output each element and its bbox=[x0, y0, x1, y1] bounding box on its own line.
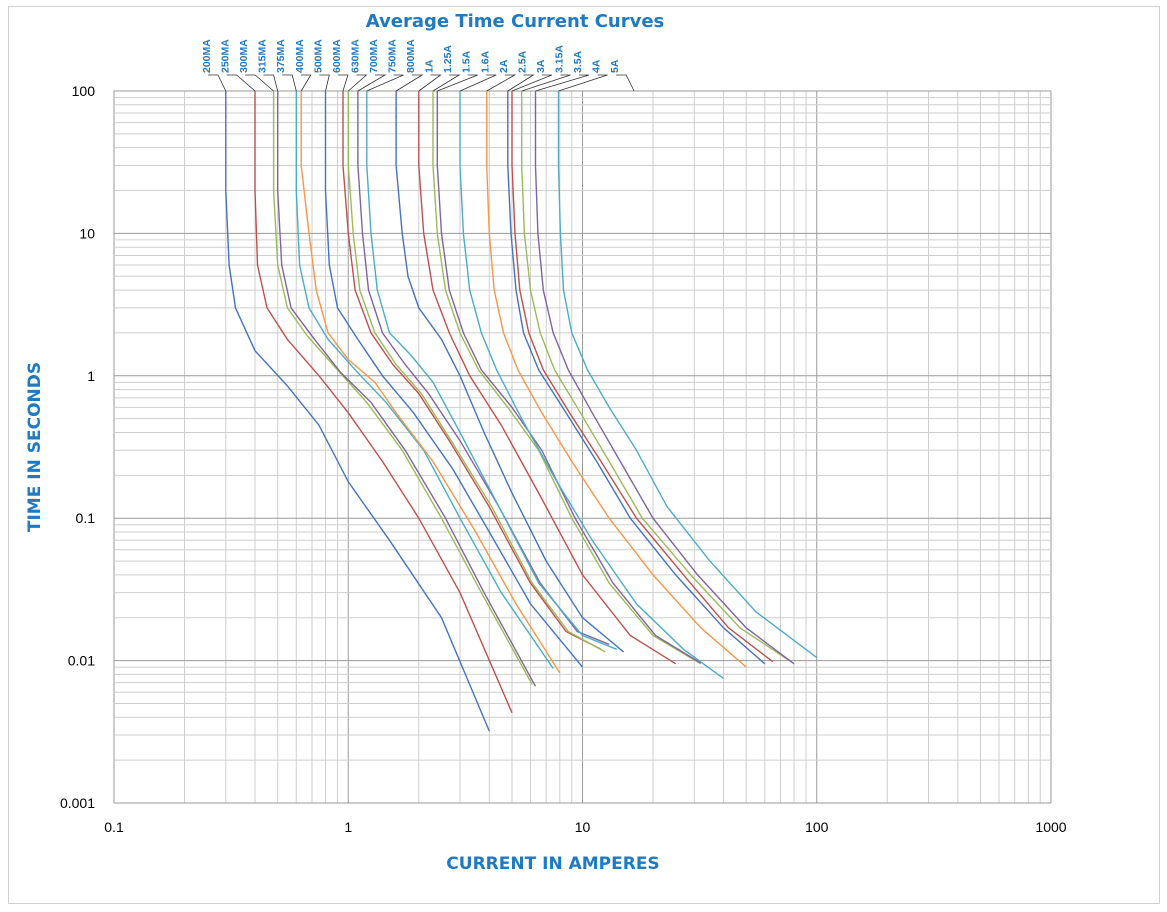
curve-200ma bbox=[225, 91, 490, 732]
rating-label-630ma: 630MA bbox=[349, 39, 361, 73]
x-tick-label: 1000 bbox=[1035, 819, 1066, 835]
grid bbox=[113, 90, 1052, 804]
curve-400ma bbox=[300, 91, 561, 674]
curves bbox=[225, 91, 818, 732]
leader-line bbox=[319, 74, 330, 92]
leader-line bbox=[535, 74, 590, 92]
curve-800ma bbox=[395, 91, 625, 653]
leader-line bbox=[226, 74, 256, 92]
curve-1-6a bbox=[459, 91, 724, 679]
chart-frame bbox=[8, 6, 1160, 904]
x-tick-label: 10 bbox=[575, 819, 591, 835]
x-tick-label: 100 bbox=[805, 819, 829, 835]
curve-2-5a bbox=[507, 91, 766, 665]
rating-label-4a: 4A bbox=[591, 59, 603, 73]
leader-line bbox=[357, 74, 387, 92]
leader-line bbox=[395, 74, 424, 92]
leader-line bbox=[300, 74, 312, 92]
rating-label-800ma: 800MA bbox=[405, 39, 417, 73]
leader-line bbox=[348, 74, 368, 92]
y-axis-label: TIME IN SECONDS bbox=[25, 362, 45, 532]
curve-250ma bbox=[254, 91, 513, 714]
rating-label-750ma: 750MA bbox=[387, 39, 399, 73]
leader-line bbox=[282, 74, 297, 92]
curve-3-5a bbox=[534, 91, 795, 665]
rating-label-1a: 1A bbox=[424, 59, 436, 73]
rating-label-1-25a: 1.25A bbox=[442, 45, 454, 73]
rating-label-500ma: 500MA bbox=[312, 39, 324, 73]
curve-1a bbox=[418, 91, 677, 665]
y-tick-label: 0.001 bbox=[60, 795, 95, 811]
x-tick-label: 1 bbox=[344, 819, 352, 835]
y-tick-label: 1 bbox=[87, 368, 95, 384]
x-axis-label: CURRENT IN AMPERES bbox=[446, 854, 659, 874]
y-tick-labels: 100 10 1 0.1 0.01 0.001 bbox=[60, 83, 95, 811]
leader-line bbox=[366, 74, 404, 92]
curve-3-15a bbox=[521, 91, 788, 660]
rating-label-600ma: 600MA bbox=[331, 39, 343, 73]
curve-700ma bbox=[357, 91, 610, 646]
curve-500ma bbox=[324, 91, 584, 668]
curve-1-25a bbox=[432, 91, 702, 665]
label-leaders bbox=[208, 74, 635, 92]
leader-line bbox=[432, 74, 461, 92]
leader-line bbox=[418, 74, 442, 92]
curve-300ma bbox=[272, 91, 533, 685]
curve-4a bbox=[557, 91, 818, 659]
curve-630ma bbox=[347, 91, 606, 653]
leader-line bbox=[507, 74, 535, 92]
leader-line bbox=[616, 74, 635, 92]
rating-label-2-5a: 2.5A bbox=[516, 50, 528, 73]
rating-label-3-5a: 3.5A bbox=[572, 50, 584, 73]
curve-2a bbox=[486, 91, 747, 668]
curve-750ma bbox=[366, 91, 617, 650]
rating-label-300ma: 300MA bbox=[238, 39, 250, 73]
curve-600ma bbox=[342, 91, 602, 650]
leader-line bbox=[208, 74, 227, 92]
rating-label-1-6a: 1.6A bbox=[479, 50, 491, 73]
y-tick-label: 0.1 bbox=[76, 510, 96, 526]
leader-line bbox=[459, 74, 497, 92]
rating-label-2a: 2A bbox=[498, 59, 510, 73]
rating-label-400ma: 400MA bbox=[294, 39, 306, 73]
rating-label-5a: 5A bbox=[609, 59, 621, 73]
rating-label-1-5a: 1.5A bbox=[461, 50, 473, 73]
leader-line bbox=[511, 74, 553, 92]
y-tick-label: 10 bbox=[79, 225, 95, 241]
leader-line bbox=[437, 74, 478, 92]
curve-315ma bbox=[277, 91, 537, 687]
leader-line bbox=[245, 74, 274, 92]
curve-375ma bbox=[295, 91, 554, 669]
curve-1-5a bbox=[436, 91, 702, 664]
rating-label-3-15a: 3.15A bbox=[554, 45, 566, 73]
leader-line bbox=[558, 74, 608, 92]
curve-3a bbox=[511, 91, 774, 663]
leader-line bbox=[521, 74, 571, 92]
rating-label-200ma: 200MA bbox=[201, 39, 213, 73]
leader-line bbox=[486, 74, 517, 92]
rating-label-700ma: 700MA bbox=[368, 39, 380, 73]
chart-title: Average Time Current Curves bbox=[366, 11, 665, 32]
x-tick-labels: 0.1 1 10 100 1000 bbox=[104, 819, 1067, 835]
rating-label-315ma: 315MA bbox=[257, 39, 269, 73]
y-tick-label: 0.01 bbox=[68, 653, 95, 669]
rating-label-250ma: 250MA bbox=[220, 39, 232, 73]
rating-label-3a: 3A bbox=[535, 59, 547, 73]
leader-line bbox=[263, 74, 279, 92]
y-tick-label: 100 bbox=[72, 83, 96, 99]
x-tick-label: 0.1 bbox=[104, 819, 124, 835]
leader-line bbox=[337, 74, 349, 92]
rating-label-375ma: 375MA bbox=[275, 39, 287, 73]
rating-labels: 200MA 250MA 300MA 315MA 375MA 400MA 500MA 600MA… bbox=[201, 39, 621, 73]
